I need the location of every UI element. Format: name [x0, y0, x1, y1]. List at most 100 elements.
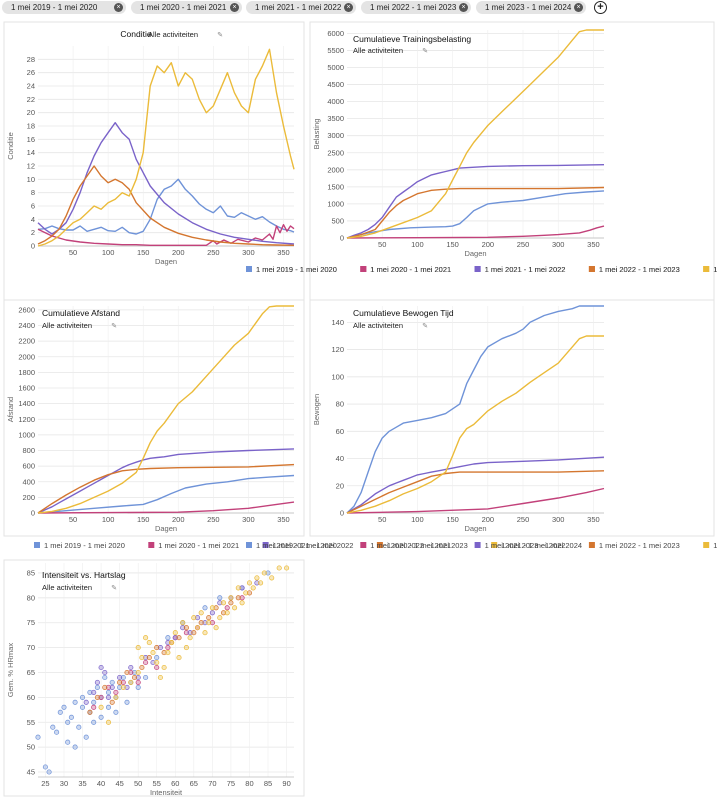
series-line: [346, 186, 605, 239]
plus-circle-icon[interactable]: +: [594, 1, 607, 14]
legend-swatch: [703, 266, 710, 272]
scatter-point: [135, 645, 141, 651]
y-tick-label: 2000: [327, 165, 344, 174]
x-tick-label: 40: [97, 779, 105, 788]
legend-label: 1 mei 2022 - 1 mei 2023: [599, 265, 680, 274]
close-icon[interactable]: ×: [459, 3, 468, 12]
scatter-point: [105, 704, 112, 710]
scatter-point: [239, 595, 245, 601]
scatter-point: [161, 664, 167, 671]
scatter-point: [61, 704, 67, 710]
y-tick-label: 0: [31, 242, 35, 251]
chart-afstand: 0 200 400 600 800 1000 1200 1400 1600 1800 2000 220…: [3, 299, 305, 537]
y-tick-label: 70: [27, 643, 35, 652]
scatter-point: [265, 570, 271, 576]
close-icon[interactable]: ×: [574, 3, 583, 12]
y-tick-label: 3000: [327, 131, 344, 140]
y-tick-label: 1400: [18, 399, 35, 408]
legend-label: 1 mei 2021 - 1 mei 2022: [485, 265, 566, 274]
scatter-point: [243, 590, 249, 596]
y-tick-label: 55: [27, 718, 35, 727]
close-icon[interactable]: ×: [230, 3, 239, 12]
y-tick-label: 6000: [327, 29, 344, 38]
season-chip[interactable]: 1 mei 2019 - 1 mei 2020 ×: [2, 1, 126, 14]
scatter-point: [228, 600, 234, 606]
x-tick-label: 90: [282, 779, 290, 788]
x-tick-label: 350: [587, 240, 600, 249]
legend-label: 1 mei 2022 - 1 mei 2023: [387, 541, 468, 550]
y-tick-label: 18: [27, 122, 35, 131]
close-icon[interactable]: ×: [344, 3, 353, 12]
x-tick-label: 100: [411, 240, 424, 249]
filter-label: Alle activiteiten: [353, 321, 403, 330]
series-line: [37, 223, 295, 247]
y-tick-label: 1500: [327, 182, 344, 191]
series-line: [346, 164, 605, 239]
season-chip[interactable]: 1 mei 2023 - 1 mei 2024 ×: [476, 1, 586, 14]
scatter-point: [94, 679, 100, 685]
legend-swatch: [360, 266, 367, 272]
legend-item: 1 mei 2020 - 1 mei 2021: [148, 541, 239, 550]
scatter-point: [143, 655, 149, 661]
y-tick-label: 0: [340, 509, 344, 518]
scatter-point: [206, 620, 212, 626]
legend-swatch: [491, 542, 498, 548]
scatter-point: [76, 724, 82, 730]
scatter-point: [65, 739, 71, 745]
chart-panel: [309, 21, 715, 301]
pencil-icon: ✎: [422, 323, 428, 330]
scatter-point: [128, 669, 134, 676]
scatter-point: [213, 605, 219, 611]
season-chip-label: 1 mei 2019 - 1 mei 2020: [11, 3, 98, 12]
y-tick-label: 22: [27, 95, 35, 104]
y-tick-label: 2400: [18, 321, 35, 330]
y-tick-label: 1000: [327, 199, 344, 208]
series-line: [346, 487, 605, 514]
y-tick-label: 1800: [18, 368, 35, 377]
x-tick-label: 25: [41, 779, 49, 788]
chart-title: Cumulatieve Bewogen Tijd: [353, 308, 454, 318]
y-tick-label: 85: [27, 568, 35, 577]
y-tick-label: 4500: [327, 80, 344, 89]
y-tick-label: 8: [31, 188, 35, 197]
season-chip[interactable]: 1 mei 2022 - 1 mei 2023 ×: [361, 1, 471, 14]
series-line: [346, 29, 604, 239]
chart-title: Conditie: [120, 29, 151, 39]
x-axis-label: Dagen: [464, 249, 486, 258]
scatter-point: [254, 580, 260, 586]
legend-swatch: [262, 542, 269, 548]
x-axis-label: Dagen: [155, 524, 177, 533]
scatter-point: [187, 635, 193, 641]
season-chip[interactable]: 1 mei 2021 - 1 mei 2022 ×: [246, 1, 356, 14]
legend-item: 1 mei 2020 - 1 mei 2021: [360, 541, 451, 550]
y-tick-label: 4000: [327, 97, 344, 106]
y-tick-label: 45: [27, 768, 35, 777]
x-tick-label: 350: [587, 515, 600, 524]
scatter-point: [165, 635, 171, 641]
scatter-point: [176, 635, 182, 641]
scatter-point: [239, 600, 245, 606]
scatter-point: [258, 580, 264, 586]
x-tick-label: 300: [552, 240, 565, 249]
x-tick-label: 50: [69, 515, 77, 524]
x-tick-label: 75: [227, 779, 235, 788]
legend-item: 1 mei 2023 - 1 mei 2024: [491, 541, 582, 550]
season-chip-bar: 1 mei 2019 - 1 mei 2020 × 1 mei 2020 - 1 m…: [0, 0, 717, 16]
close-icon[interactable]: ×: [114, 3, 123, 12]
scatter-point: [198, 620, 204, 626]
series-line: [37, 305, 294, 514]
scatter-point: [276, 565, 282, 571]
scatter-point: [224, 610, 230, 616]
legend-label: 1 mei 2020 - 1 mei 2021: [158, 541, 239, 550]
y-tick-label: 2000: [18, 352, 35, 361]
y-tick-label: 14: [27, 148, 35, 157]
legend: 1 mei 2019 - 1 mei 2020 1 mei 2020 - 1 me…: [246, 265, 717, 274]
y-tick-label: 800: [22, 446, 35, 455]
series-line: [37, 448, 295, 514]
scatter-point: [94, 694, 100, 700]
scatter-point: [154, 659, 160, 666]
scatter-point: [154, 655, 160, 661]
season-chip[interactable]: 1 mei 2020 - 1 mei 2021 ×: [131, 1, 242, 14]
x-tick-label: 30: [60, 779, 68, 788]
